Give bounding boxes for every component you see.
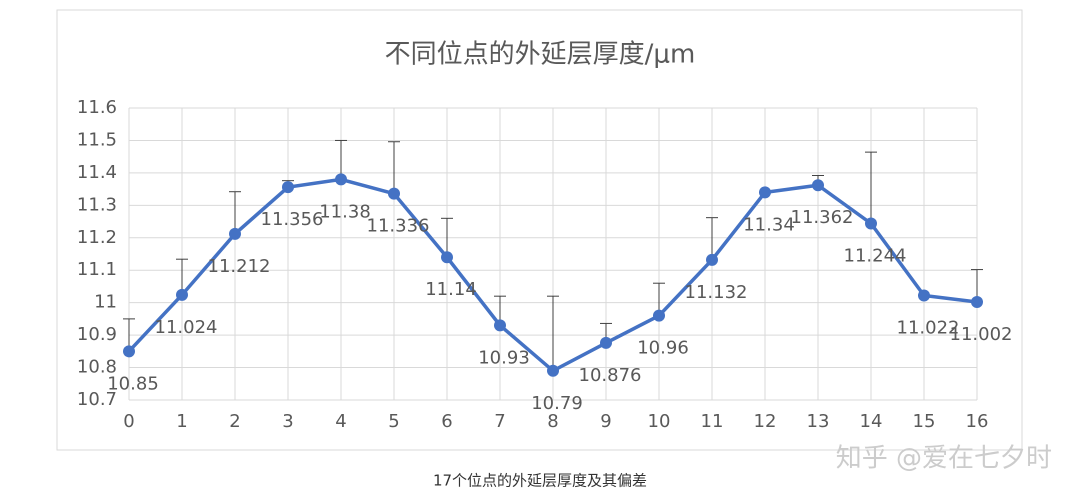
marker — [706, 253, 718, 266]
x-tick-label: 4 — [335, 411, 346, 432]
x-tick-label: 3 — [282, 411, 293, 432]
marker — [812, 179, 824, 192]
x-tick-label: 13 — [807, 411, 830, 432]
data-label: 10.96 — [637, 338, 689, 359]
data-label: 10.93 — [478, 347, 530, 368]
data-label: 11.336 — [367, 216, 430, 237]
y-tick-label: 10.8 — [77, 357, 117, 378]
x-tick-label: 10 — [648, 411, 671, 432]
data-label: 11.34 — [743, 214, 795, 235]
marker — [282, 181, 294, 194]
x-tick-label: 16 — [966, 411, 989, 432]
x-tick-label: 11 — [701, 411, 724, 432]
data-label: 10.876 — [579, 365, 642, 386]
data-label: 11.022 — [897, 318, 960, 339]
marker — [123, 345, 135, 358]
y-tick-label: 11 — [94, 292, 117, 313]
marker — [759, 186, 771, 199]
x-tick-label: 12 — [754, 411, 777, 432]
data-label: 11.362 — [791, 207, 854, 228]
y-tick-label: 11.6 — [77, 97, 117, 118]
marker — [865, 217, 877, 230]
data-label: 11.356 — [261, 209, 324, 230]
marker — [176, 288, 188, 301]
y-tick-label: 11.5 — [77, 129, 117, 150]
data-label: 11.38 — [319, 201, 371, 222]
x-tick-label: 6 — [441, 411, 452, 432]
data-label: 11.14 — [425, 279, 477, 300]
marker — [441, 251, 453, 264]
y-tick-label: 11.1 — [77, 259, 117, 280]
marker — [600, 336, 612, 349]
data-label: 11.002 — [950, 324, 1013, 345]
marker — [494, 319, 506, 332]
data-label: 11.212 — [208, 256, 271, 277]
y-tick-label: 11.3 — [77, 194, 117, 215]
x-tick-label: 9 — [600, 411, 611, 432]
marker — [918, 289, 930, 302]
marker — [653, 309, 665, 322]
marker — [388, 187, 400, 200]
marker — [229, 227, 241, 240]
y-tick-label: 10.9 — [77, 324, 117, 345]
marker — [335, 173, 347, 186]
chart-frame — [56, 9, 1023, 451]
data-label: 11.244 — [844, 246, 907, 267]
x-tick-label: 0 — [123, 411, 134, 432]
x-tick-label: 2 — [229, 411, 240, 432]
y-tick-label: 11.4 — [77, 162, 117, 183]
x-tick-label: 5 — [388, 411, 399, 432]
data-label: 11.024 — [155, 317, 218, 338]
data-label: 11.132 — [685, 282, 748, 303]
marker — [971, 296, 983, 309]
caption: 17个位点的外延层厚度及其偏差 — [433, 472, 647, 490]
x-tick-label: 7 — [494, 411, 505, 432]
x-tick-label: 15 — [913, 411, 936, 432]
chart-title: 不同位点的外延层厚度/μm — [385, 40, 696, 70]
data-label: 10.85 — [107, 373, 159, 394]
watermark: 知乎 @爱在七夕时 — [836, 444, 1052, 474]
y-tick-label: 10.7 — [77, 389, 117, 410]
y-tick-label: 11.2 — [77, 227, 117, 248]
marker — [547, 364, 559, 377]
x-tick-label: 1 — [176, 411, 187, 432]
x-tick-label: 8 — [547, 411, 558, 432]
x-tick-label: 14 — [860, 411, 883, 432]
data-label: 10.79 — [531, 393, 583, 414]
